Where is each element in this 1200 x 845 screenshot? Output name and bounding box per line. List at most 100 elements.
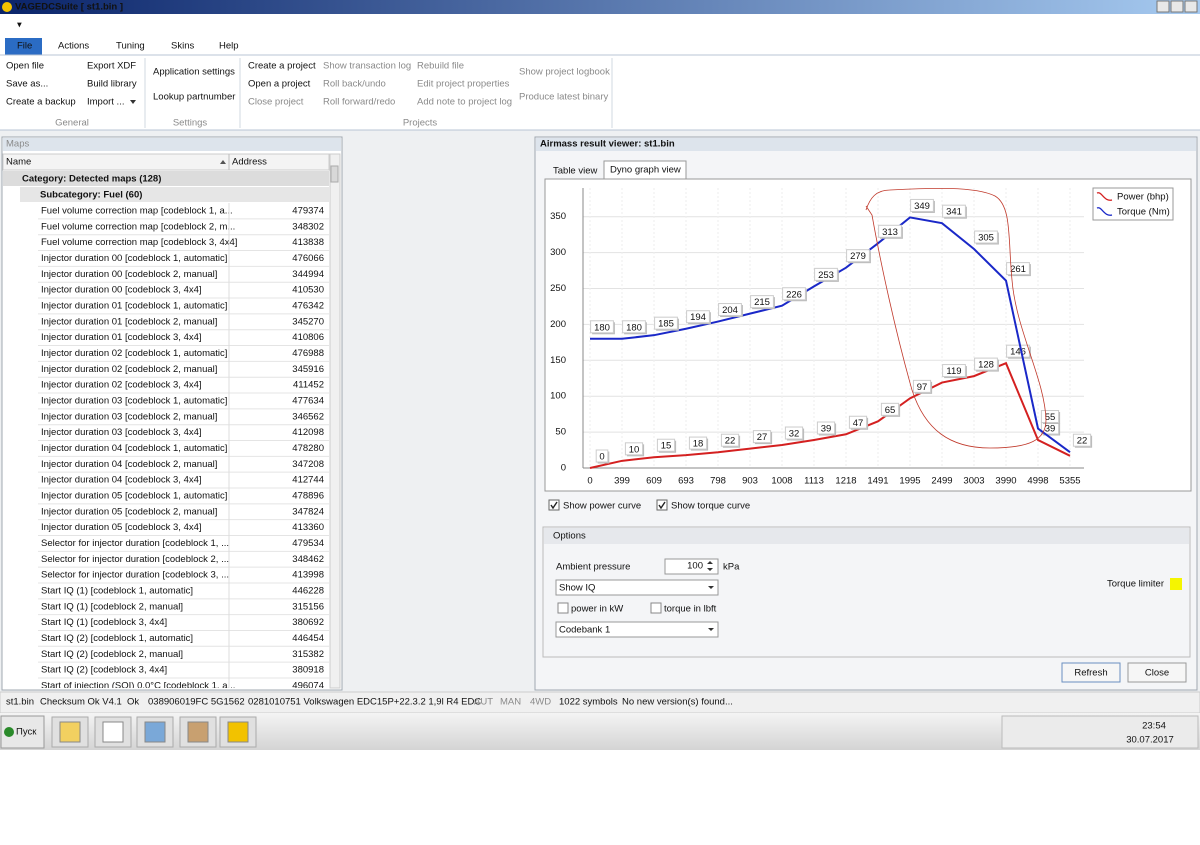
data-label: 0 (599, 452, 604, 463)
map-name[interactable]: Injector duration 03 [codeblock 1, autom… (41, 395, 227, 406)
ribbon-button[interactable]: Lookup partnumber (153, 92, 235, 103)
map-name[interactable]: Injector duration 04 [codeblock 3, 4x4] (41, 475, 202, 486)
y-tick-label: 300 (550, 247, 566, 258)
ribbon-bg (0, 14, 1200, 130)
map-name[interactable]: Fuel volume correction map [codeblock 3,… (41, 237, 237, 248)
map-name[interactable]: Selector for injector duration [codebloc… (41, 554, 229, 565)
map-name[interactable]: Injector duration 03 [codeblock 3, 4x4] (41, 427, 202, 438)
checkbox-label[interactable]: torque in lbft (664, 604, 717, 615)
view-tab[interactable]: Table view (553, 166, 597, 177)
map-address: 410530 (292, 285, 324, 296)
ribbon-button[interactable]: Export XDF (87, 61, 136, 72)
label-box (686, 310, 710, 324)
map-address: 477634 (292, 395, 324, 406)
app-icon (2, 2, 12, 12)
menu-tab[interactable]: Help (219, 41, 239, 52)
menu-tab[interactable]: File (17, 41, 32, 52)
map-name[interactable]: Injector duration 00 [codeblock 2, manua… (41, 269, 217, 280)
ribbon-button[interactable]: Open file (6, 61, 44, 72)
map-name[interactable]: Start IQ (1) [codeblock 1, automatic] (41, 585, 193, 596)
ribbon-button[interactable]: Save as... (6, 79, 48, 90)
map-name[interactable]: Injector duration 01 [codeblock 3, 4x4] (41, 332, 202, 343)
indicator (1170, 578, 1182, 590)
menu-tab[interactable]: Actions (58, 41, 89, 52)
ribbon-button[interactable]: Create a project (248, 61, 316, 72)
map-name[interactable]: Injector duration 04 [codeblock 1, autom… (41, 443, 227, 454)
menu-tab[interactable]: Skins (171, 41, 194, 52)
map-name[interactable]: Injector duration 03 [codeblock 2, manua… (41, 411, 217, 422)
x-tick-label: 693 (678, 476, 694, 487)
data-label: 10 (629, 444, 640, 455)
map-address: 478896 (292, 490, 324, 501)
clock-time: 23:54 (1142, 721, 1166, 732)
map-name[interactable]: Fuel volume correction map [codeblock 2,… (41, 221, 235, 232)
clock-date: 30.07.2017 (1126, 735, 1174, 746)
x-tick-label: 4998 (1027, 476, 1048, 487)
data-label: 39 (1045, 424, 1056, 435)
ribbon-button[interactable]: Import ... (87, 97, 124, 108)
data-label: 128 (978, 360, 994, 371)
group-row (3, 171, 329, 186)
map-name[interactable]: Injector duration 00 [codeblock 1, autom… (41, 253, 227, 264)
field-value[interactable]: 100 (687, 561, 703, 572)
tab-selected (5, 38, 42, 55)
data-label: 313 (882, 227, 898, 238)
start-label[interactable]: Пуск (16, 727, 37, 738)
legend (1092, 187, 1174, 221)
ribbon-button[interactable]: Create a backup (6, 97, 76, 108)
map-address: 348462 (292, 554, 324, 565)
view-tab[interactable]: Dyno graph view (610, 165, 681, 176)
label-box (718, 303, 742, 317)
map-name[interactable]: Injector duration 00 [codeblock 3, 4x4] (41, 285, 202, 296)
label-box (622, 320, 646, 334)
data-label: 32 (789, 429, 800, 440)
taskbar-icon (187, 721, 209, 743)
map-name[interactable]: Injector duration 05 [codeblock 3, 4x4] (41, 522, 202, 533)
dropdown-value[interactable]: Codebank 1 (559, 625, 610, 636)
status-item: 4WD (530, 697, 551, 708)
ribbon-button[interactable]: Build library (87, 79, 137, 90)
ribbon-button[interactable]: Open a project (248, 79, 311, 90)
map-name[interactable]: Start IQ (1) [codeblock 2, manual] (41, 601, 183, 612)
checkbox-label[interactable]: power in kW (571, 604, 623, 615)
x-tick-label: 399 (614, 476, 630, 487)
window-button (1170, 0, 1184, 13)
map-name[interactable]: Injector duration 05 [codeblock 1, autom… (41, 490, 227, 501)
button-label[interactable]: Refresh (1074, 668, 1107, 679)
label-box (750, 295, 774, 309)
map-name[interactable]: Injector duration 04 [codeblock 2, manua… (41, 459, 217, 470)
map-name[interactable]: Start IQ (2) [codeblock 3, 4x4] (41, 665, 167, 676)
map-name[interactable]: Start IQ (2) [codeblock 2, manual] (41, 649, 183, 660)
map-address: 315156 (292, 601, 324, 612)
map-name[interactable]: Selector for injector duration [codebloc… (41, 538, 229, 549)
map-name[interactable]: Injector duration 05 [codeblock 2, manua… (41, 506, 217, 517)
label-box (848, 415, 868, 429)
map-name[interactable]: Fuel volume correction map [codeblock 1,… (41, 206, 233, 217)
map-address: 380692 (292, 617, 324, 628)
dropdown-value[interactable]: Show IQ (559, 583, 595, 594)
map-name[interactable]: Injector duration 01 [codeblock 1, autom… (41, 300, 227, 311)
y-tick-label: 100 (550, 391, 566, 402)
map-name[interactable]: Injector duration 02 [codeblock 2, manua… (41, 364, 217, 375)
sort-arrow (220, 160, 226, 164)
column-header (2, 153, 330, 171)
menu-tab[interactable]: Tuning (116, 41, 145, 52)
map-name[interactable]: Injector duration 02 [codeblock 1, autom… (41, 348, 227, 359)
map-name[interactable]: Injector duration 01 [codeblock 2, manua… (41, 316, 217, 327)
map-name[interactable]: Start IQ (1) [codeblock 3, 4x4] (41, 617, 167, 628)
checkbox-label[interactable]: Show torque curve (671, 501, 750, 512)
x-tick-label: 0 (587, 476, 592, 487)
checkbox-label[interactable]: Show power curve (563, 501, 641, 512)
map-name[interactable]: Start IQ (2) [codeblock 1, automatic] (41, 633, 193, 644)
map-name[interactable]: Start of injection (SOI) 0.0°C [codebloc… (41, 680, 235, 691)
data-label: 253 (818, 270, 834, 281)
checkbox (548, 499, 560, 511)
map-name[interactable]: Injector duration 02 [codeblock 3, 4x4] (41, 380, 202, 391)
status-item: 0281010751 Volkswagen EDC15P+22.3.2 1,9l… (248, 697, 481, 708)
title-bar (0, 0, 1200, 14)
label-box (782, 287, 806, 301)
data-label: 15 (661, 441, 672, 452)
ribbon-button[interactable]: Application settings (153, 67, 235, 78)
map-name[interactable]: Selector for injector duration [codebloc… (41, 570, 229, 581)
button-label[interactable]: Close (1145, 668, 1169, 679)
